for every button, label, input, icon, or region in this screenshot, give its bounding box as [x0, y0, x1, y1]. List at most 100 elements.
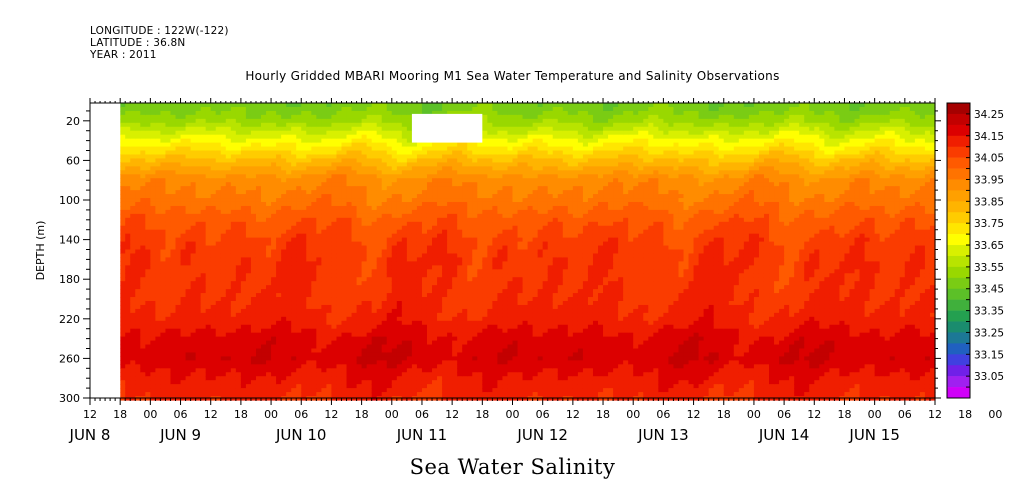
heatmap-cell — [190, 174, 197, 179]
heatmap-cell — [366, 190, 373, 195]
heatmap-cell — [150, 253, 156, 259]
heatmap-cell — [411, 213, 418, 219]
heatmap-cell — [376, 336, 383, 342]
heatmap-cell — [406, 190, 413, 195]
heatmap-cell — [432, 106, 438, 112]
heatmap-cell — [281, 110, 287, 116]
heatmap-cell — [291, 249, 297, 255]
heatmap-cell — [411, 336, 418, 342]
heatmap-cell — [346, 360, 353, 365]
heatmap-cell — [276, 340, 282, 346]
heatmap-cell — [165, 293, 172, 298]
heatmap-cell — [276, 126, 282, 132]
heatmap-cell — [401, 392, 408, 397]
heatmap-cell — [160, 103, 167, 108]
heatmap-cell — [276, 134, 282, 140]
heatmap-cell — [351, 194, 358, 199]
heatmap-cell — [215, 114, 222, 120]
heatmap-cell — [296, 198, 302, 203]
heatmap-cell — [361, 233, 368, 239]
heatmap-cell — [426, 237, 433, 243]
heatmap-cell — [401, 106, 408, 112]
heatmap-cell — [442, 182, 448, 187]
heatmap-cell — [276, 281, 282, 286]
heatmap-cell — [406, 194, 413, 199]
heatmap-cell — [296, 249, 302, 255]
heatmap-cell — [291, 201, 297, 207]
heatmap-cell — [351, 380, 358, 385]
heatmap-cell — [145, 320, 151, 326]
heatmap-cell — [286, 304, 292, 310]
heatmap-cell — [120, 162, 126, 167]
heatmap-cell — [235, 110, 242, 116]
heatmap-cell — [346, 166, 353, 171]
heatmap-cell — [281, 114, 287, 120]
heatmap-cell — [215, 265, 222, 270]
heatmap-cell — [291, 277, 297, 282]
heatmap-cell — [356, 209, 363, 215]
heatmap-cell — [442, 336, 448, 342]
heatmap-cell — [326, 261, 333, 266]
heatmap-cell — [416, 182, 423, 187]
heatmap-cell — [240, 384, 247, 389]
heatmap-cell — [180, 356, 187, 361]
heatmap-cell — [145, 289, 151, 294]
heatmap-cell — [376, 233, 383, 239]
heatmap-cell — [125, 106, 131, 112]
heatmap-cell — [351, 190, 358, 195]
heatmap-cell — [366, 273, 373, 278]
heatmap-cell — [165, 201, 172, 207]
heatmap-cell — [432, 388, 438, 393]
heatmap-cell — [200, 110, 207, 116]
heatmap-cell — [301, 261, 307, 266]
heatmap-cell — [386, 297, 393, 302]
heatmap-cell — [376, 118, 383, 124]
heatmap-cell — [140, 249, 146, 255]
heatmap-cell — [447, 269, 453, 274]
heatmap-cell — [421, 336, 428, 342]
heatmap-cell — [125, 162, 131, 167]
heatmap-cell — [316, 265, 322, 270]
heatmap-cell — [386, 233, 393, 239]
heatmap-cell — [190, 316, 197, 322]
heatmap-cell — [301, 130, 307, 136]
heatmap-cell — [336, 158, 343, 163]
heatmap-cell — [271, 368, 277, 373]
heatmap-cell — [190, 265, 197, 270]
heatmap-cell — [200, 174, 207, 179]
heatmap-cell — [296, 384, 302, 389]
heatmap-cell — [442, 344, 448, 350]
heatmap-cell — [125, 348, 131, 354]
heatmap-cell — [145, 360, 151, 365]
heatmap-cell — [381, 186, 388, 191]
heatmap-cell — [160, 182, 167, 187]
heatmap-cell — [351, 304, 358, 310]
heatmap-cell — [200, 360, 207, 365]
heatmap-cell — [426, 198, 433, 203]
heatmap-cell — [220, 174, 227, 179]
heatmap-cell — [281, 273, 287, 278]
heatmap-cell — [366, 344, 373, 350]
heatmap-cell — [396, 269, 403, 274]
heatmap-cell — [336, 380, 343, 385]
heatmap-cell — [125, 269, 131, 274]
heatmap-cell — [160, 106, 167, 112]
heatmap-cell — [175, 114, 182, 120]
heatmap-cell — [376, 178, 383, 183]
heatmap-cell — [411, 146, 418, 152]
heatmap-cell — [276, 273, 282, 278]
heatmap-cell — [120, 293, 126, 298]
heatmap-cell — [165, 352, 172, 358]
heatmap-cell — [165, 237, 172, 243]
heatmap-cell — [250, 324, 257, 330]
heatmap-cell — [266, 162, 272, 167]
heatmap-cell — [447, 265, 453, 270]
heatmap-cell — [170, 162, 177, 167]
heatmap-cell — [271, 316, 277, 322]
heatmap-cell — [261, 249, 267, 255]
heatmap-cell — [210, 146, 217, 152]
heatmap-cell — [291, 182, 297, 187]
heatmap-cell — [286, 118, 292, 124]
heatmap-cell — [442, 221, 448, 227]
heatmap-cell — [432, 273, 438, 278]
